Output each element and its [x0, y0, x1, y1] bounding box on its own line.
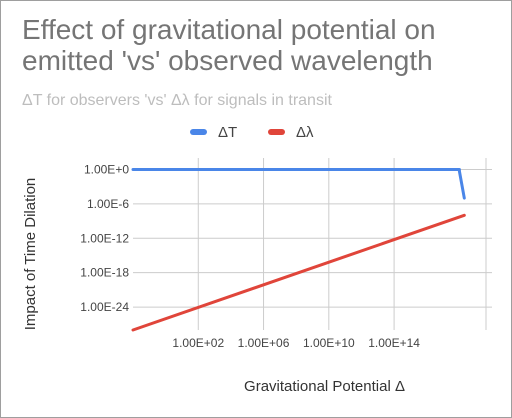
x-tick-label: 1.00E+02	[172, 336, 224, 350]
legend-item-delta-t[interactable]: ΔT	[190, 122, 237, 142]
legend-label-delta-t: ΔT	[218, 123, 238, 141]
legend-swatch-delta-t	[190, 129, 207, 135]
chart-subtitle: ΔT for observers 'vs' Δλ for signals in …	[22, 92, 332, 109]
y-axis-title: Impact of Time Dilation	[22, 178, 39, 331]
y-tick-label: 1.00E-24	[80, 300, 129, 314]
x-tick-label: 1.00E+06	[238, 336, 290, 350]
legend-swatch-delta-lambda	[268, 129, 285, 135]
y-tick-label: 1.00E-18	[80, 266, 129, 280]
legend: ΔT Δλ	[0, 122, 512, 142]
x-axis-title: Gravitational Potential Δ	[244, 378, 405, 395]
series-line-delta-lambda	[131, 213, 466, 332]
chart-title: Effect of gravitational potential on emi…	[22, 14, 436, 76]
legend-label-delta-lambda: Δλ	[296, 123, 314, 141]
x-tick-label: 1.00E+10	[303, 336, 355, 350]
y-tick-label: 1.00E-12	[80, 231, 129, 245]
series-line-delta-t	[131, 168, 466, 200]
y-tick-label: 1.00E-6	[87, 197, 129, 211]
x-tick-label: 1.00E+14	[368, 336, 420, 350]
legend-item-delta-lambda[interactable]: Δλ	[268, 122, 314, 142]
y-tick-label: 1.00E+0	[84, 162, 129, 176]
